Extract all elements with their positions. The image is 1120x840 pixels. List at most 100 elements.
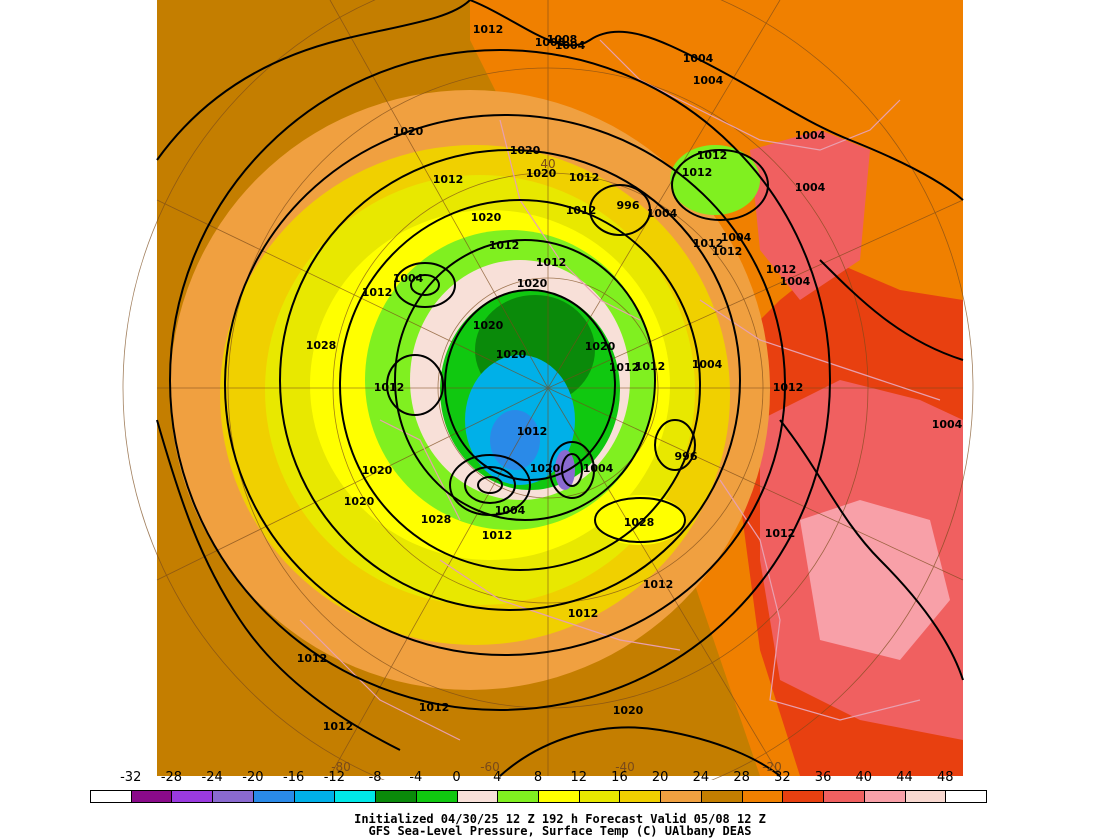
isobar-label: 1020 xyxy=(393,125,424,138)
isobar-label: 1004 xyxy=(683,52,714,65)
isobar-label: 1020 xyxy=(473,319,504,332)
isobar-label: 1012 xyxy=(323,720,354,733)
colorbar-swatch xyxy=(130,790,173,803)
isobar-label: 1020 xyxy=(526,167,557,180)
isobars xyxy=(156,0,964,777)
isobar-label: 1012 xyxy=(374,381,405,394)
isobar-label: 1012 xyxy=(765,527,796,540)
isobar-labels: 1012 1008 1008 1004 1004 1004 1020 1020 … xyxy=(297,23,963,733)
lon-label: -40 xyxy=(615,760,635,774)
isobar-label: 1012 xyxy=(419,701,450,714)
isobar-label: 1004 xyxy=(795,129,826,142)
temperature-colorbar: -32 -28 -24 -20 -16 -12 -8 -4 0 4 8 12 16 20 24 28 32 36 4… xyxy=(0,770,1120,810)
colorbar-swatch xyxy=(904,790,947,803)
colorbar-swatch xyxy=(375,790,417,803)
isobar-label: 1012 xyxy=(566,204,597,217)
colorbar-tick-label: -8 xyxy=(368,770,382,785)
temp-band-neg20 xyxy=(555,450,575,490)
colorbar-tick-label: 4 xyxy=(493,770,502,785)
colorbar-tick-label: 44 xyxy=(896,770,913,785)
isobar-label: 1020 xyxy=(585,340,616,353)
isobar-label: 1012 xyxy=(569,171,600,184)
isobar-label: 1012 xyxy=(297,652,328,665)
colorbar-tick-label: -12 xyxy=(323,770,345,785)
lon-label: -60 xyxy=(480,760,500,774)
isobar-label: 1008 xyxy=(535,36,566,49)
lon-label: -80 xyxy=(331,760,351,774)
colorbar-swatch xyxy=(171,790,214,803)
isobar-label: 1020 xyxy=(496,348,527,361)
graticule xyxy=(122,0,974,780)
isobar-label: 1004 xyxy=(780,275,811,288)
colorbar-tick-label: 36 xyxy=(814,770,832,785)
temp-band-12-south xyxy=(595,495,685,545)
colorbar-tick-label: 0 xyxy=(452,770,461,785)
isobar-label: 1028 xyxy=(306,339,337,352)
colorbar-swatch xyxy=(823,790,865,803)
colorbar-swatch xyxy=(212,790,254,803)
caption-line-1: Initialized 04/30/25 12 Z 192 h Forecast… xyxy=(354,812,766,826)
isobar-label: 996 xyxy=(617,199,640,212)
colorbar-tick-label: -32 xyxy=(120,770,142,785)
colorbar-swatch xyxy=(660,790,702,803)
isobar-label: 1004 xyxy=(393,272,424,285)
colorbar-tick-label: -24 xyxy=(201,770,223,785)
isobar-label: 1012 xyxy=(766,263,797,276)
isobar-label: 1012 xyxy=(482,529,513,542)
colorbar-tick-label: 12 xyxy=(570,770,587,785)
isobar-label: 1020 xyxy=(344,495,375,508)
isobar-label: 1012 xyxy=(473,23,504,36)
colorbar-tick-label: 40 xyxy=(855,770,873,785)
colorbar-swatch xyxy=(741,790,784,803)
colorbar-tick-label: 8 xyxy=(533,770,543,785)
colorbar-swatch xyxy=(334,790,377,803)
colorbar-swatch xyxy=(619,790,662,803)
isobar-label: 1020 xyxy=(530,462,561,475)
colorbar-tick-label: 28 xyxy=(733,770,750,785)
isobar-label: 1020 xyxy=(517,277,548,290)
isobar-label: 1004 xyxy=(932,418,963,431)
colorbar-tick-label: 20 xyxy=(651,770,669,785)
coastlines xyxy=(299,39,941,741)
colorbar-tick-label: -16 xyxy=(283,770,305,785)
colorbar-swatch xyxy=(538,790,580,803)
isobar-label: 1004 xyxy=(795,181,826,194)
isobar-label: 996 xyxy=(675,450,698,463)
colorbar-swatch xyxy=(700,790,743,803)
colorbar-swatch xyxy=(456,790,499,803)
colorbar-tick-label: 48 xyxy=(936,770,954,785)
latitude-labels: 40 -80 -60 -40 -20 xyxy=(331,157,782,774)
isobar-label: 1028 xyxy=(421,513,452,526)
colorbar-swatch xyxy=(497,790,539,803)
isobar-label: 1004 xyxy=(721,231,752,244)
colorbar-swatch xyxy=(863,790,906,803)
isobar-label: 1004 xyxy=(692,358,723,371)
temp-band-44 xyxy=(800,500,950,660)
isobar-label: 1008 xyxy=(547,33,578,46)
colorbar-swatch xyxy=(90,790,132,803)
isobar-label: 1012 xyxy=(712,245,743,258)
colorbar-swatch xyxy=(415,790,458,803)
isobar-label: 1004 xyxy=(647,207,678,220)
isobar-label: 1012 xyxy=(362,286,393,299)
colorbar-tick-label: 16 xyxy=(611,770,628,785)
isobar-label: 1020 xyxy=(613,704,644,717)
isobar-label: 1012 xyxy=(517,425,548,438)
colorbar-tick-label: -4 xyxy=(409,770,423,785)
isobar-label: 1012 xyxy=(536,256,567,269)
isobar-label: 1012 xyxy=(682,166,713,179)
caption-line-2: GFS Sea-Level Pressure, Surface Temp (C)… xyxy=(368,824,752,838)
isobar-label: 1012 xyxy=(433,173,464,186)
forecast-map: 1012 1008 1008 1004 1004 1004 1020 1020 … xyxy=(122,0,974,780)
isobar-label: 1020 xyxy=(471,211,502,224)
colorbar-tick-label: -20 xyxy=(242,770,264,785)
isobar-label: 1004 xyxy=(555,39,586,52)
colorbar-swatch xyxy=(252,790,295,803)
colorbar-tick-label: -28 xyxy=(160,770,183,785)
isobar-label: 1012 xyxy=(489,239,520,252)
lat-label: 40 xyxy=(540,157,555,171)
isobar-label: 1012 xyxy=(697,149,728,162)
isobar-label: 1012 xyxy=(568,607,599,620)
isobar-label: 1012 xyxy=(609,361,640,374)
isobar-label: 1012 xyxy=(635,360,666,373)
